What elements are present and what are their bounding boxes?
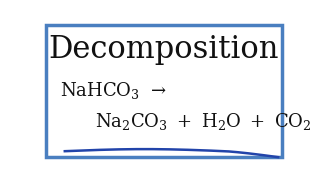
Text: Decomposition: Decomposition [49, 34, 279, 65]
Text: $\mathregular{Na_2CO_3\ +\ H_2O\ +\ CO_2}$: $\mathregular{Na_2CO_3\ +\ H_2O\ +\ CO_2… [95, 111, 311, 132]
Text: $\mathregular{NaHCO_3}$  →: $\mathregular{NaHCO_3}$ → [60, 80, 167, 101]
